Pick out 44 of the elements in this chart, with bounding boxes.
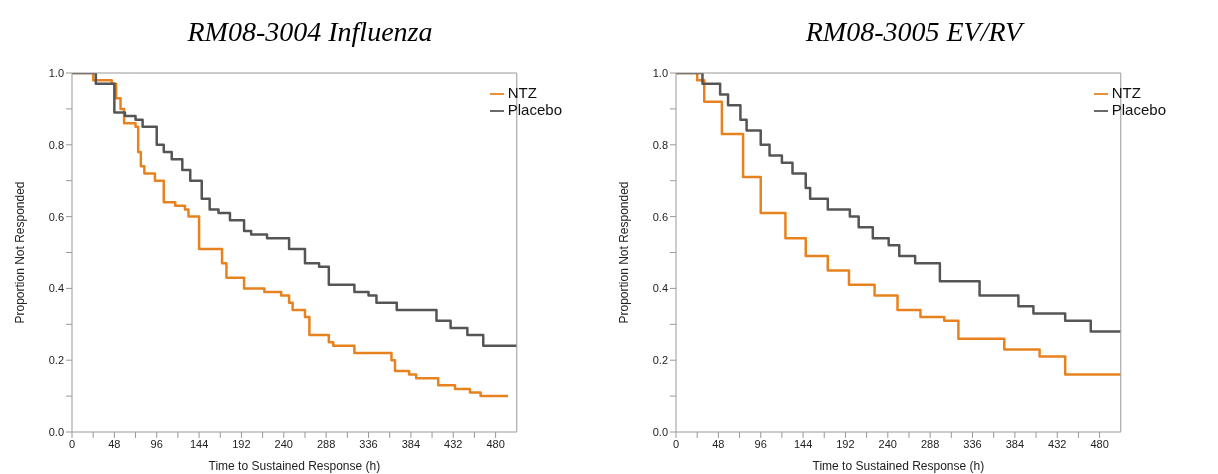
x-tick-label: 48 (712, 437, 725, 450)
y-tick-label: 0.2 (652, 354, 668, 367)
y-tick-label: 1.0 (48, 66, 64, 79)
y-axis-title: Proportion Not Responded (617, 181, 632, 324)
y-tick-label: 0.0 (652, 425, 668, 438)
legend-label: NTZ (1111, 84, 1141, 101)
x-tick-label: 288 (316, 437, 336, 450)
x-tick-label: 432 (1048, 437, 1067, 450)
x-tick-label: 0 (68, 437, 76, 450)
x-tick-label: 144 (189, 437, 209, 450)
y-tick-label: 0.8 (652, 138, 668, 151)
x-tick-label: 336 (359, 437, 378, 450)
legend-label: NTZ (507, 84, 537, 101)
y-tick-label: 0.2 (48, 354, 64, 367)
y-tick-label: 1.0 (652, 66, 668, 79)
x-tick-label: 0 (672, 437, 680, 450)
y-tick-label: 0.4 (652, 282, 668, 295)
x-axis-title: Time to Sustained Response (h) (208, 459, 381, 473)
x-tick-label: 288 (920, 437, 940, 450)
x-tick-label: 384 (1005, 437, 1025, 450)
chart-title: RM08-3004 Influenza (186, 15, 434, 49)
x-tick-label: 432 (444, 437, 463, 450)
x-tick-label: 384 (401, 437, 421, 450)
y-axis-title: Proportion Not Responded (13, 181, 28, 324)
y-tick-label: 0.6 (652, 210, 668, 223)
x-axis-title: Time to Sustained Response (h) (812, 459, 985, 473)
y-tick-label: 0.6 (48, 210, 64, 223)
x-tick-label: 192 (232, 437, 251, 450)
y-tick-label: 0.0 (48, 425, 64, 438)
x-tick-label: 96 (150, 437, 163, 450)
x-tick-label: 192 (836, 437, 855, 450)
x-tick-label: 480 (486, 437, 505, 450)
chart-title: RM08-3005 EV/RV (804, 15, 1026, 49)
x-tick-label: 144 (793, 437, 813, 450)
x-tick-label: 336 (963, 437, 982, 450)
x-tick-label: 240 (878, 437, 897, 450)
legend-label: Placebo (1111, 101, 1166, 119)
x-tick-label: 96 (754, 437, 767, 450)
x-tick-label: 480 (1090, 437, 1109, 450)
legend-label: Placebo (507, 101, 562, 119)
y-tick-label: 0.4 (48, 282, 64, 295)
x-tick-label: 48 (108, 437, 121, 450)
x-tick-label: 240 (274, 437, 293, 450)
y-tick-label: 0.8 (48, 138, 64, 151)
